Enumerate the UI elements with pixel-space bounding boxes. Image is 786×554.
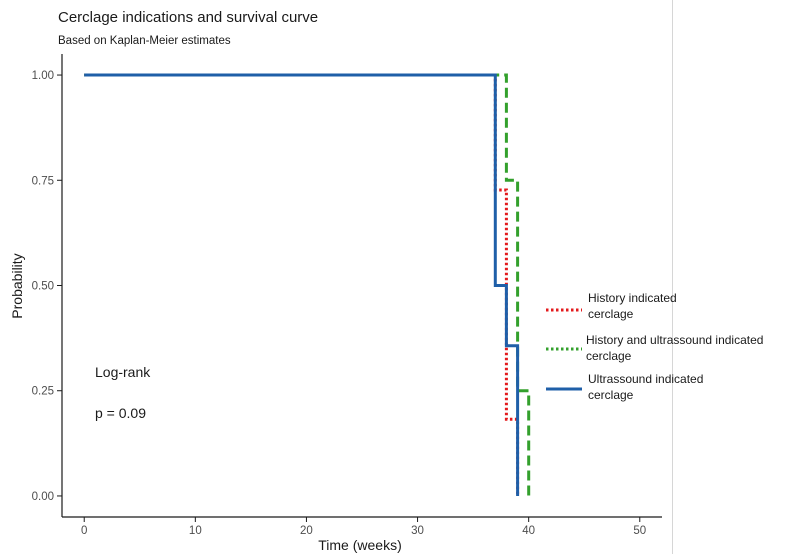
x-tick-label: 30 — [411, 525, 424, 537]
x-tick-label: 20 — [300, 525, 313, 537]
legend-label-history-2: cerclage — [588, 307, 634, 321]
logrank-label: Log-rank — [95, 364, 151, 380]
x-tick-label: 50 — [633, 525, 646, 537]
y-tick-label: 0.75 — [32, 175, 54, 187]
legend-label-history-ultrasound-2: cerclage — [586, 349, 632, 363]
chart-title: Cerclage indications and survival curve — [58, 9, 319, 26]
legend-label-history-ultrasound-1: History and ultrassound indicated — [586, 333, 763, 347]
series-group — [84, 73, 531, 496]
survival-curve-series-3 — [84, 73, 520, 496]
y-tick-label: 0.25 — [32, 386, 54, 398]
pvalue-label: p = 0.09 — [95, 405, 146, 421]
x-tick-label: 10 — [189, 525, 202, 537]
annotations-group: Log-rank p = 0.09 — [95, 364, 151, 421]
y-tick-label: 0.00 — [32, 491, 54, 503]
legend-label-ultrasound-2: cerclage — [588, 388, 634, 402]
chart-subtitle: Based on Kaplan-Meier estimates — [58, 35, 231, 47]
legend-label-history-1: History indicated — [588, 291, 677, 305]
axes-group: 0 10 20 30 40 50 0.00 0.25 0.50 0.75 1.00 — [32, 54, 662, 537]
survival-curve-series-2 — [84, 73, 531, 496]
y-tick-label: 0.50 — [32, 281, 54, 293]
x-axis-title: Time (weeks) — [318, 537, 402, 553]
x-tick-label: 40 — [522, 525, 535, 537]
y-axis-title: Probability — [9, 253, 25, 318]
legend-label-ultrasound-1: Ultrassound indicated — [588, 372, 703, 386]
panel-divider — [672, 0, 673, 554]
x-tick-label: 0 — [81, 525, 87, 537]
y-tick-label: 1.00 — [32, 70, 54, 82]
legend: History indicated cerclage History and u… — [546, 291, 763, 402]
survival-curve-series-1 — [84, 73, 520, 496]
